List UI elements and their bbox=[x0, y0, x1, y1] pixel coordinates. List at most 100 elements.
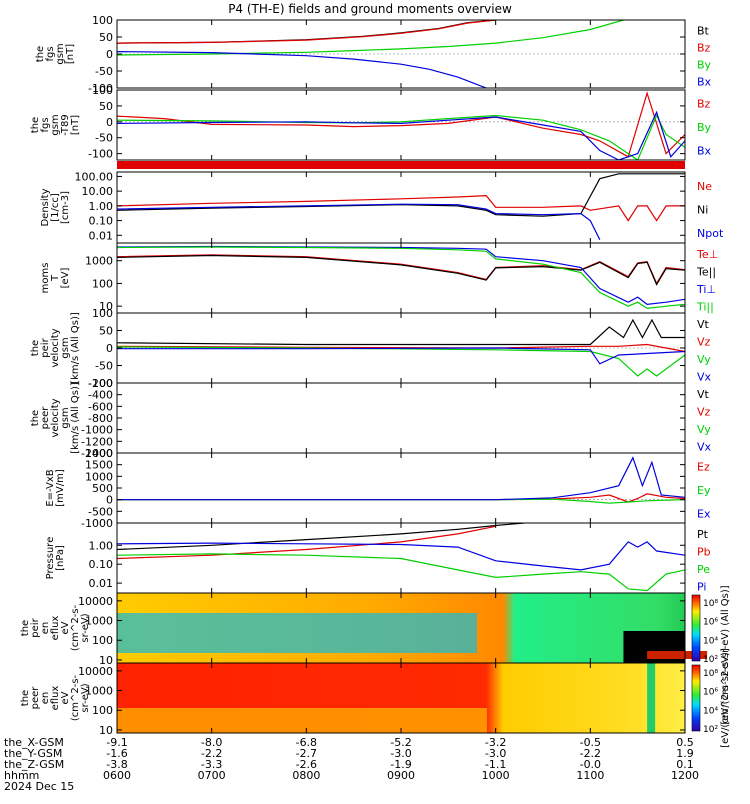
xaxis-tick-label: -5.2 bbox=[390, 736, 411, 749]
panel-ylabel-line: Density bbox=[40, 188, 51, 226]
series-Bx-line bbox=[117, 51, 487, 88]
panel-ylabel-line: T bbox=[50, 274, 61, 282]
y-tick-label: 100 bbox=[92, 14, 113, 27]
series-Vy-line bbox=[117, 346, 685, 377]
panel-ylabel-line: the bbox=[30, 340, 41, 356]
panel-ylabel-line: eflux bbox=[50, 686, 61, 711]
y-tick-label: 10.00 bbox=[82, 185, 114, 198]
legend-item: Vx bbox=[697, 370, 712, 383]
colorbar-tick-label: 10⁸ bbox=[703, 599, 718, 609]
panel-separator-bar bbox=[117, 161, 685, 169]
y-tick-label: 2000 bbox=[85, 447, 113, 460]
panel-ylabel-line: fgs bbox=[45, 46, 56, 61]
panel-ylabel-line: (cm^2-s- bbox=[70, 604, 81, 651]
y-tick-label: 1000 bbox=[85, 470, 113, 483]
colorbar-tick-label: 10⁴ bbox=[703, 706, 718, 716]
y-tick-label: -800 bbox=[88, 412, 113, 425]
y-tick-label: 100 bbox=[92, 277, 113, 290]
y-tick-label: -50 bbox=[95, 132, 113, 145]
legend-item: Ex bbox=[697, 507, 711, 520]
xaxis-tick-label: -2.6 bbox=[296, 758, 317, 771]
panel-ylabel-line: the bbox=[30, 117, 41, 133]
colorbar-bar bbox=[691, 594, 701, 662]
series-Ez-line bbox=[117, 493, 685, 503]
legend-item: Bz bbox=[697, 42, 711, 55]
panel-frame bbox=[116, 452, 686, 524]
panel-ylabel-line: [km/s (All Qs)] bbox=[70, 382, 81, 454]
y-tick-label: -100 bbox=[88, 82, 113, 95]
series-Ni-line bbox=[117, 173, 685, 217]
panel-ylabel-line: [1/cc] bbox=[50, 193, 61, 222]
xaxis-tick-label: 0700 bbox=[198, 769, 226, 782]
panel-ylabel-line: the bbox=[30, 410, 41, 426]
panel-fgs_gsm: 100 50 0 -50 -100 thefgsgsm[nT] Bt Bz By Bx bbox=[35, 14, 712, 95]
legend-item: By bbox=[697, 59, 712, 72]
xaxis-tick-label: -2.2 bbox=[201, 747, 222, 760]
colorbar-bar bbox=[691, 664, 701, 732]
y-tick-label: 10 bbox=[99, 654, 113, 667]
xaxis-tick-label: 1200 bbox=[671, 769, 699, 782]
y-tick-label: 1000 bbox=[85, 255, 113, 268]
panel-density: 100.00 10.00 1.00 0.100.01 Density[1/cc][cm-… bbox=[40, 170, 724, 244]
y-tick-label: -500 bbox=[88, 505, 113, 518]
panel-ylabel-line: Pressure bbox=[45, 537, 56, 580]
xaxis-row-label: the_Y-GSM bbox=[4, 747, 62, 760]
series-Vz-line bbox=[117, 343, 685, 353]
panel-ylabel-line: gsm bbox=[60, 407, 71, 428]
panel-ylabel-line: sr-eV) bbox=[80, 613, 91, 642]
legend-item: Te|| bbox=[696, 265, 716, 278]
series-Vt-line bbox=[117, 318, 685, 346]
y-tick-label: 0 bbox=[106, 48, 113, 61]
panel-ylabel: Pressure[nPa] bbox=[45, 537, 66, 580]
panel-ylabel-line: E=-VxB bbox=[45, 469, 56, 506]
panel-ylabel-line: en bbox=[40, 622, 51, 635]
colorbar-0: 10⁸ 10⁶ 10⁴ 10² [eV/(cm^2-s-sr-eV) (All Qs)] bbox=[691, 585, 731, 725]
y-tick-label: -100 bbox=[88, 148, 113, 161]
y-tick-label: 50 bbox=[99, 100, 113, 113]
colorbar-tick-label: 10² bbox=[703, 725, 718, 735]
panel-peir_velocity: 100 50 0 -50 -100 thepeirvelocitygsm[km/s (Al… bbox=[30, 307, 712, 390]
legend-item: Vz bbox=[697, 335, 711, 348]
panel-ylabel-line: [nPa] bbox=[55, 545, 66, 571]
legend-item: Vx bbox=[697, 440, 712, 453]
panel-ylabel: thepeirenefluxeV(cm^2-s-sr-eV) bbox=[20, 604, 91, 651]
y-tick-label: 1.00 bbox=[89, 539, 114, 552]
legend-item: Ni bbox=[697, 204, 708, 217]
legend-item: Vy bbox=[697, 423, 711, 436]
legend-item: Vt bbox=[697, 318, 710, 331]
xaxis-row-label: the_Z-GSM bbox=[4, 758, 64, 771]
xaxis-tick-label: -3.2 bbox=[485, 736, 506, 749]
spectrogram-stripe bbox=[647, 663, 656, 733]
legend-item: Ti⊥ bbox=[696, 283, 716, 296]
colorbar-label: [eV/(cm^2-s-sr-eV)] bbox=[720, 648, 731, 748]
y-tick-label: 1500 bbox=[85, 459, 113, 472]
xaxis-tick-label: 0900 bbox=[387, 769, 415, 782]
colorbar-label: [eV/(cm^2-s-sr-eV) (All Qs)] bbox=[720, 585, 731, 724]
xaxis-tick-label: 1000 bbox=[482, 769, 510, 782]
xaxis-tick-label: -1.1 bbox=[485, 758, 506, 771]
y-tick-label: 10 bbox=[99, 724, 113, 737]
colorbar-tick-label: 10⁴ bbox=[703, 636, 718, 646]
y-tick-label: 100 bbox=[92, 704, 113, 717]
xaxis-tick-label: 1100 bbox=[576, 769, 604, 782]
legend-item: Pe bbox=[697, 563, 710, 576]
panel-moms_t: 1000 100 10 momsT[eV] Te⊥ Te|| Ti⊥ Ti|| bbox=[40, 242, 718, 314]
panel-frame bbox=[116, 242, 686, 314]
panel-ylabel-line: sr-eV) bbox=[80, 683, 91, 712]
xaxis-tick-label: -3.0 bbox=[390, 747, 411, 760]
xaxis-tick-label: -2.7 bbox=[296, 747, 317, 760]
panel-ylabel-line: moms bbox=[40, 263, 51, 294]
panel-fgs_gsm_minus_t89: 100 50 0 -50 -100 thefgsgsm-T89[nT] Bz By Bx bbox=[30, 84, 712, 161]
series-Bx-line bbox=[117, 110, 685, 160]
panel-ylabel-line: gsm bbox=[60, 337, 71, 358]
y-tick-label: 1000 bbox=[85, 685, 113, 698]
y-tick-label: -1000 bbox=[81, 424, 113, 437]
panel-ylabel-line: [mV/m] bbox=[55, 469, 66, 507]
y-tick-label: -50 bbox=[95, 360, 113, 373]
legend-item: Pt bbox=[697, 528, 709, 541]
panel-ylabel-line: the bbox=[35, 46, 46, 62]
panel-ylabel-line: gsm bbox=[55, 43, 66, 64]
panel-ylabel-line: en bbox=[40, 692, 51, 705]
